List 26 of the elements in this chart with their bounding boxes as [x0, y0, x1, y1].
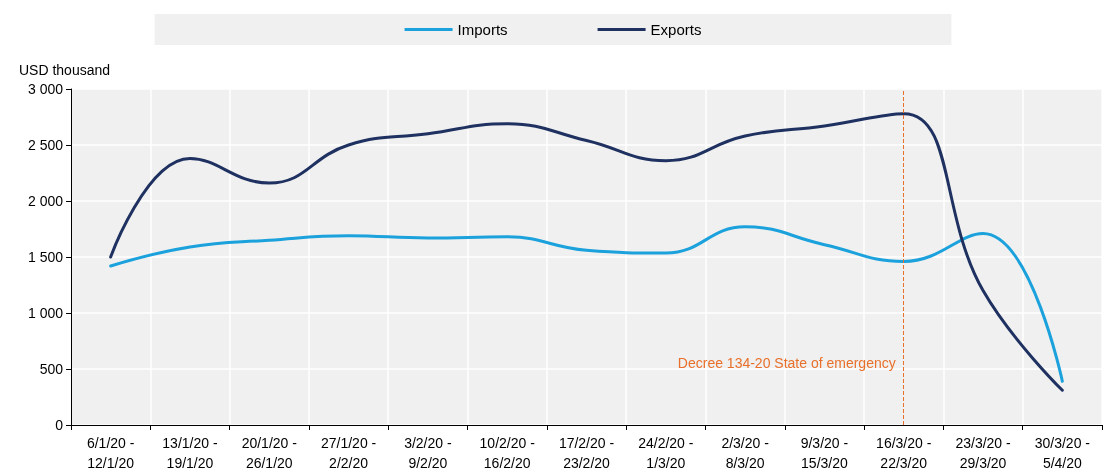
x-tick-label: 27/1/20 - 2/2/20 [320, 435, 377, 471]
x-tick-label: 9/3/20 - 15/3/20 [800, 435, 849, 471]
x-tick-label: 16/3/20 - 22/3/20 [876, 435, 932, 471]
x-tick-label: 24/2/20 - 1/3/20 [638, 435, 694, 471]
x-tick-label: 3/2/20 - 9/2/20 [404, 435, 452, 471]
y-tick-label: 1 500 [27, 249, 64, 265]
line-series [109, 225, 1064, 383]
y-tick-label: 0 [55, 417, 64, 433]
y-tick-label: 500 [39, 361, 64, 377]
legend-label: Imports [457, 21, 508, 38]
y-tick-label: 2 500 [27, 137, 64, 153]
y-tick-label: 1 000 [27, 305, 64, 321]
x-tick-label: 23/3/20 - 29/3/20 [955, 435, 1012, 471]
y-axis-title: USD thousand [19, 62, 111, 78]
line-series [109, 112, 1064, 392]
x-tick-label: 13/1/20 - 19/1/20 [162, 435, 218, 471]
x-tick-label: 30/3/20 - 5/4/20 [1034, 435, 1091, 471]
x-tick-label: 6/1/20 - 12/1/20 [86, 435, 135, 471]
legend-label: Exports [650, 21, 702, 38]
x-tick-label: 20/1/20 - 26/1/20 [241, 435, 298, 471]
x-tick-label: 17/2/20 - 23/2/20 [558, 435, 615, 471]
x-tick-label: 2/3/20 - 8/3/20 [721, 435, 770, 471]
x-tick-label: 10/2/20 - 16/2/20 [479, 435, 536, 471]
y-tick-label: 3 000 [27, 81, 64, 97]
ref-line-label: Decree 134-20 State of emergency [677, 355, 896, 371]
y-tick-label: 2 000 [27, 193, 64, 209]
